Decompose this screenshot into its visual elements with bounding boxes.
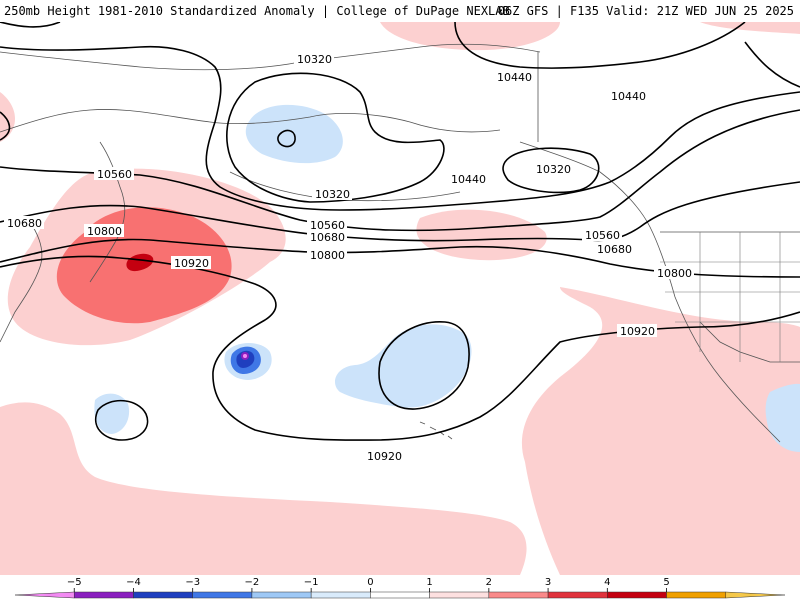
colorbar-segment bbox=[725, 591, 786, 599]
contour-10920-hawaii bbox=[378, 321, 470, 410]
colorbar-segment bbox=[607, 591, 667, 599]
anomaly-region bbox=[416, 209, 547, 261]
positive-anomaly-shading bbox=[0, 22, 800, 575]
contour-10440-top bbox=[454, 22, 746, 69]
colorbar-tick-label: 2 bbox=[486, 577, 492, 588]
contour-label: 10680 bbox=[310, 231, 345, 244]
coastlines bbox=[0, 43, 800, 443]
anomaly-region bbox=[380, 22, 560, 51]
contour-label: 10920 bbox=[174, 257, 209, 270]
contour-label: 10800 bbox=[310, 249, 345, 262]
colorbar-tick-label: 3 bbox=[545, 577, 551, 588]
contour-10320-inner bbox=[277, 129, 296, 148]
contour-label: 10440 bbox=[611, 90, 646, 103]
colorbar-tick-label: 4 bbox=[604, 577, 610, 588]
map-canvas: 10320 10440 10440 10320 10560 10320 1044… bbox=[0, 22, 800, 575]
contour-label: 10680 bbox=[597, 243, 632, 256]
coastline bbox=[0, 109, 501, 133]
contour-10320-gulf bbox=[502, 147, 600, 194]
colorbar-ticks: −5 −4 −3 −2 −1 0 1 2 3 4 5 bbox=[67, 577, 670, 592]
anomaly-region bbox=[94, 393, 130, 434]
colorbar-tick-label: −2 bbox=[245, 577, 260, 588]
contour-label: 10440 bbox=[451, 173, 486, 186]
colorbar-tick-label: 0 bbox=[367, 577, 373, 588]
colorbar-canvas: −5 −4 −3 −2 −1 0 1 2 3 4 5 bbox=[14, 577, 786, 599]
contour-label: 10800 bbox=[657, 267, 692, 280]
colorbar-segment bbox=[251, 591, 312, 599]
contour-label: 10680 bbox=[7, 217, 42, 230]
anomaly-region bbox=[0, 92, 15, 142]
height-contours bbox=[0, 22, 800, 441]
contour-label: 10560 bbox=[585, 229, 620, 242]
colorbar-segment bbox=[133, 591, 193, 599]
contour-topleft bbox=[0, 22, 61, 28]
contour-labels: 10320 10440 10440 10320 10560 10320 1044… bbox=[4, 52, 694, 463]
contour-alaska-small bbox=[0, 111, 11, 141]
anomaly-region bbox=[765, 383, 800, 452]
contour-10920-west bbox=[95, 399, 149, 441]
colorbar-tick-label: −5 bbox=[67, 577, 82, 588]
contour-10440-north bbox=[744, 41, 800, 88]
anomaly-region bbox=[521, 287, 800, 575]
coastline bbox=[519, 141, 781, 443]
contour-label: 10920 bbox=[620, 325, 655, 338]
state-borders bbox=[660, 232, 800, 362]
colorbar-segment bbox=[429, 591, 490, 599]
anomaly-region-peak bbox=[243, 354, 247, 358]
colorbar-tick-label: 1 bbox=[426, 577, 432, 588]
model-run-info: 06Z GFS | F135 Valid: 21Z WED JUN 25 202… bbox=[497, 4, 794, 18]
island-chain bbox=[419, 421, 453, 440]
anomaly-region bbox=[700, 22, 800, 34]
weather-map: 10320 10440 10440 10320 10560 10320 1044… bbox=[0, 22, 800, 575]
colorbar-tick-label: −1 bbox=[304, 577, 319, 588]
contour-10320-alaska bbox=[226, 72, 445, 203]
map-header: 250mb Height 1981-2010 Standardized Anom… bbox=[0, 0, 800, 22]
colorbar-tick-label: 5 bbox=[663, 577, 669, 588]
colorbar-segment bbox=[192, 591, 253, 599]
contour-label: 10440 bbox=[497, 71, 532, 84]
map-title: 250mb Height 1981-2010 Standardized Anom… bbox=[4, 4, 510, 18]
colorbar-segment bbox=[666, 591, 727, 599]
anomaly-region bbox=[335, 324, 472, 408]
contour-label: 10320 bbox=[297, 53, 332, 66]
contour-label: 10320 bbox=[315, 188, 350, 201]
contour-10800 bbox=[0, 238, 800, 278]
coastline bbox=[89, 141, 126, 283]
contour-label: 10920 bbox=[367, 450, 402, 463]
colorbar-tick-label: −4 bbox=[126, 577, 141, 588]
contour-label: 10320 bbox=[536, 163, 571, 176]
colorbar-segment bbox=[370, 591, 430, 599]
coastline bbox=[0, 221, 43, 343]
colorbar-segment bbox=[488, 591, 549, 599]
anomaly-region-max bbox=[126, 253, 154, 272]
contour-10440-main bbox=[0, 45, 800, 211]
colorbar-segment bbox=[547, 591, 608, 599]
colorbar-segments bbox=[14, 591, 786, 599]
colorbar-segment bbox=[73, 591, 134, 599]
colorbar-tick-label: −3 bbox=[185, 577, 200, 588]
anomaly-colorbar: −5 −4 −3 −2 −1 0 1 2 3 4 5 bbox=[0, 575, 800, 600]
contour-10560 bbox=[0, 109, 800, 232]
contour-label: 10560 bbox=[310, 219, 345, 232]
colorbar-segment bbox=[310, 591, 371, 599]
contour-label: 10800 bbox=[87, 225, 122, 238]
contour-10680 bbox=[0, 181, 800, 242]
contour-label: 10560 bbox=[97, 168, 132, 181]
colorbar-segment bbox=[14, 591, 75, 599]
anomaly-region bbox=[0, 402, 527, 575]
